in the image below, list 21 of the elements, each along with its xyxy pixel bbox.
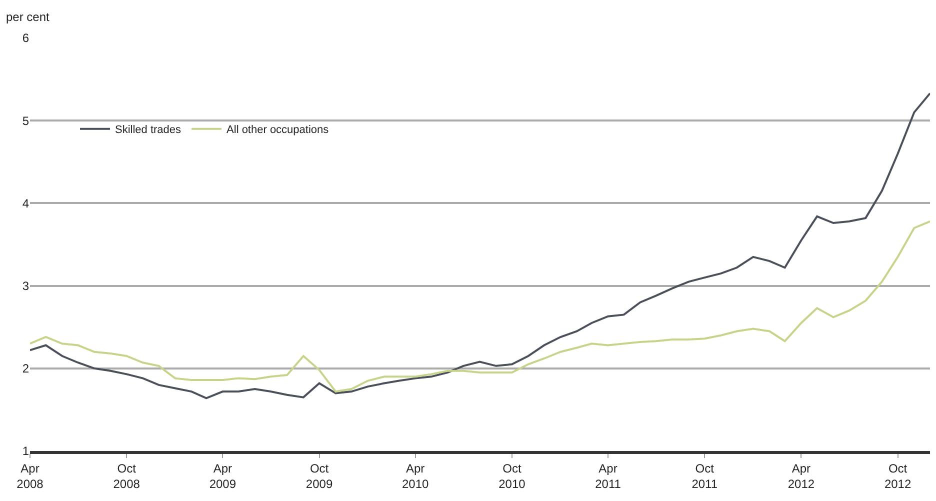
legend-label: All other occupations [226, 124, 330, 136]
x-tick-label: Oct 2012 [884, 461, 912, 491]
y-tick-label: 4 [22, 196, 30, 210]
x-tick-label: Apr 2012 [788, 461, 815, 491]
legend-label: Skilled trades [115, 124, 182, 136]
x-tick-label: Oct 2009 [306, 461, 333, 491]
x-tick-label: Apr 2008 [16, 461, 44, 491]
x-tick-label: Oct 2008 [113, 461, 140, 491]
y-tick-label: 2 [22, 362, 30, 376]
y-tick-label: 1 [22, 444, 30, 458]
y-tick-label: 5 [22, 114, 30, 128]
y-axis-title: per cent [6, 10, 50, 24]
line-series [30, 220, 930, 393]
x-tick-label: Oct 2010 [498, 461, 526, 491]
y-tick-label: 6 [22, 31, 30, 46]
line-series [30, 92, 930, 400]
x-tick-label: Oct 2011 [692, 461, 718, 491]
x-tick-label: Apr 2010 [402, 461, 430, 491]
y-tick-label: 3 [22, 279, 30, 293]
x-tick-label: Apr 2009 [209, 461, 236, 491]
x-tick-label: Apr 2011 [595, 461, 622, 491]
